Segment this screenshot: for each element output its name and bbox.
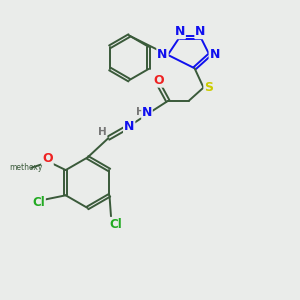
Text: O: O bbox=[42, 152, 53, 165]
Text: N: N bbox=[124, 120, 134, 133]
Text: H: H bbox=[98, 127, 107, 137]
Text: N: N bbox=[157, 48, 168, 62]
Text: N: N bbox=[210, 48, 220, 62]
Text: O: O bbox=[154, 74, 164, 87]
Text: N: N bbox=[195, 25, 206, 38]
Text: N: N bbox=[175, 25, 185, 38]
Text: S: S bbox=[204, 81, 213, 94]
Text: Cl: Cl bbox=[32, 196, 45, 208]
Text: methoxy: methoxy bbox=[9, 163, 42, 172]
Text: N: N bbox=[142, 106, 152, 119]
Text: H: H bbox=[136, 107, 145, 117]
Text: Cl: Cl bbox=[110, 218, 122, 231]
